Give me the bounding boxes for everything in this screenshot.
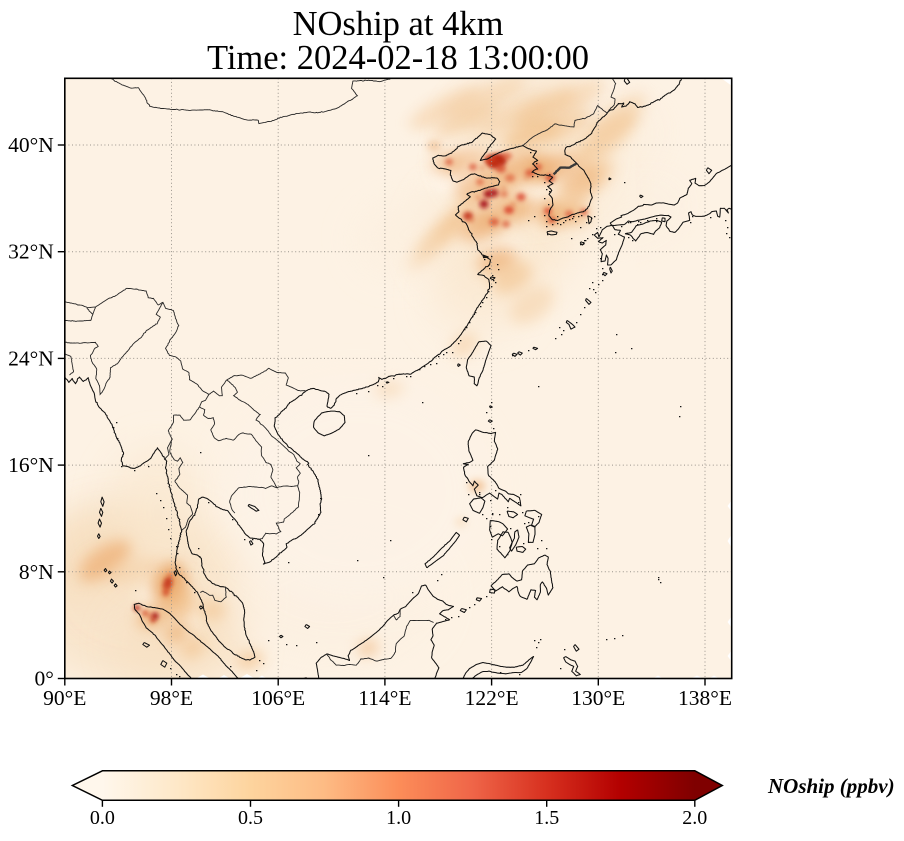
svg-text:NOship at 4km: NOship at 4km [293, 5, 504, 43]
svg-text:32°N: 32°N [8, 240, 54, 264]
svg-text:1.0: 1.0 [386, 807, 411, 829]
svg-text:0.5: 0.5 [238, 807, 263, 829]
svg-text:1.5: 1.5 [534, 807, 559, 829]
svg-text:8°N: 8°N [19, 560, 54, 584]
svg-text:130°E: 130°E [571, 686, 625, 710]
svg-text:2.0: 2.0 [682, 807, 707, 829]
svg-text:106°E: 106°E [251, 686, 305, 710]
svg-text:40°N: 40°N [8, 133, 54, 157]
svg-text:16°N: 16°N [8, 453, 54, 477]
svg-text:Time: 2024-02-18 13:00:00: Time: 2024-02-18 13:00:00 [207, 39, 589, 77]
svg-text:NOship (ppbv): NOship (ppbv) [767, 774, 895, 798]
svg-text:138°E: 138°E [678, 686, 732, 710]
svg-text:98°E: 98°E [150, 686, 193, 710]
svg-text:24°N: 24°N [8, 346, 54, 370]
svg-text:114°E: 114°E [358, 686, 411, 710]
svg-text:0.0: 0.0 [90, 807, 115, 829]
svg-text:122°E: 122°E [465, 686, 519, 710]
svg-text:90°E: 90°E [43, 686, 86, 710]
svg-text:0°: 0° [34, 667, 53, 691]
